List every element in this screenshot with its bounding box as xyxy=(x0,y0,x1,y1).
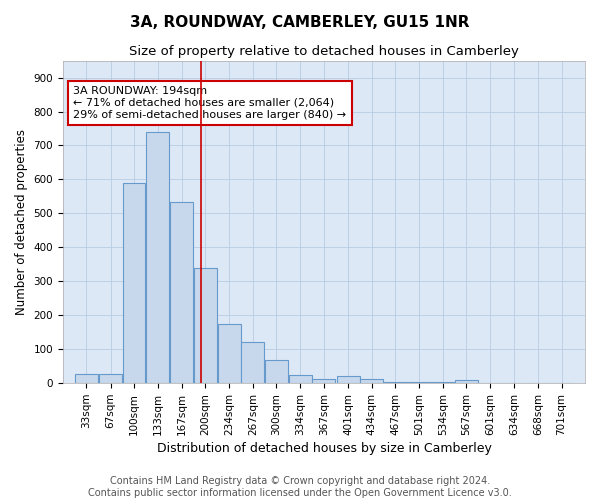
Title: Size of property relative to detached houses in Camberley: Size of property relative to detached ho… xyxy=(129,45,519,58)
Text: 3A ROUNDWAY: 194sqm
← 71% of detached houses are smaller (2,064)
29% of semi-det: 3A ROUNDWAY: 194sqm ← 71% of detached ho… xyxy=(73,86,346,120)
Bar xyxy=(170,202,193,383)
Bar xyxy=(431,382,454,383)
Bar xyxy=(360,379,383,383)
Bar xyxy=(122,183,145,383)
Bar xyxy=(408,382,431,383)
Bar xyxy=(337,376,359,383)
X-axis label: Distribution of detached houses by size in Camberley: Distribution of detached houses by size … xyxy=(157,442,491,455)
Bar xyxy=(194,268,217,383)
Bar xyxy=(289,374,312,383)
Text: 3A, ROUNDWAY, CAMBERLEY, GU15 1NR: 3A, ROUNDWAY, CAMBERLEY, GU15 1NR xyxy=(130,15,470,30)
Bar xyxy=(265,360,288,383)
Bar xyxy=(75,374,98,383)
Bar xyxy=(99,374,122,383)
Text: Contains HM Land Registry data © Crown copyright and database right 2024.
Contai: Contains HM Land Registry data © Crown c… xyxy=(88,476,512,498)
Bar xyxy=(241,342,264,383)
Bar xyxy=(383,382,407,383)
Bar xyxy=(313,379,335,383)
Bar xyxy=(218,324,241,383)
Y-axis label: Number of detached properties: Number of detached properties xyxy=(15,129,28,315)
Bar xyxy=(146,132,169,383)
Bar xyxy=(455,380,478,383)
